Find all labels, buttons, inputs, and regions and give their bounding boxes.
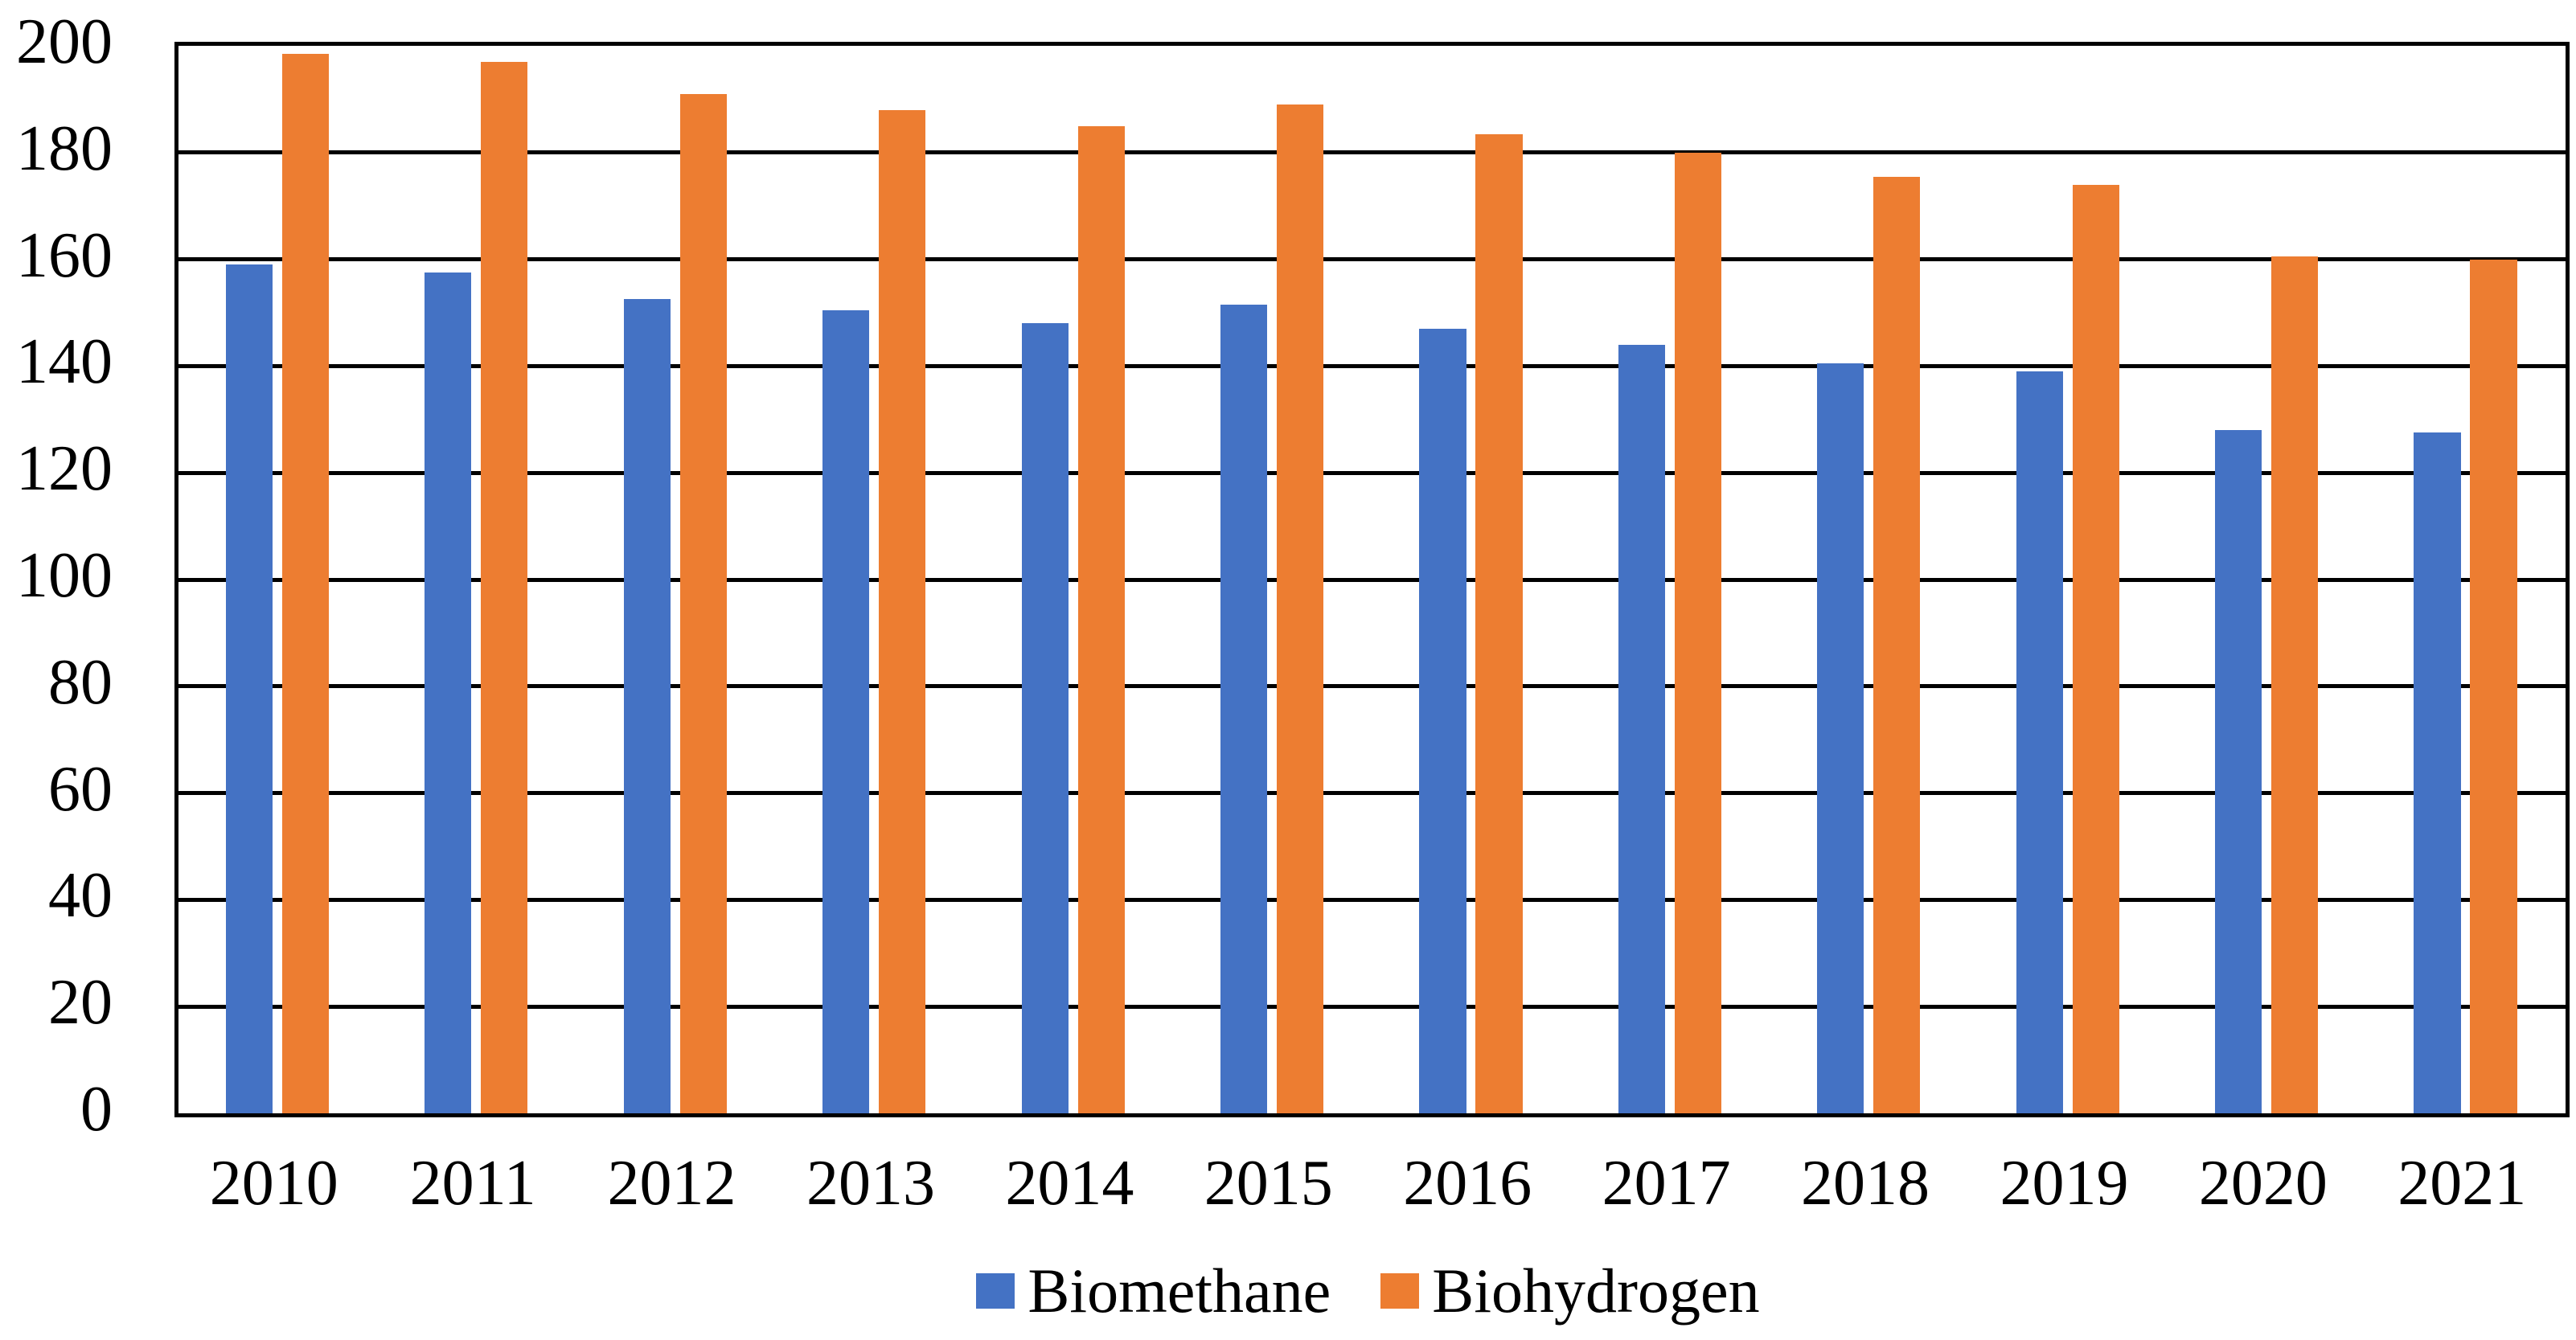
gridline-160: [178, 257, 2566, 262]
y-axis-tick-label-140: 140: [16, 326, 113, 398]
y-axis-tick-label-80: 80: [48, 646, 113, 718]
bar-biohydrogen-2012: [679, 93, 727, 1113]
x-axis-tick-label-2016: 2016: [1403, 1148, 1532, 1219]
bar-biomethane-2015: [1220, 305, 1268, 1113]
bar-biohydrogen-2020: [2271, 256, 2319, 1113]
legend-item-biohydrogen: Biohydrogen: [1380, 1256, 1760, 1326]
gridline-120: [178, 470, 2566, 475]
gridline-140: [178, 363, 2566, 368]
gridline-20: [178, 1004, 2566, 1009]
y-axis-tick-label-20: 20: [48, 967, 113, 1039]
x-axis-tick-label-2013: 2013: [806, 1148, 935, 1219]
bar-biomethane-2016: [1419, 328, 1466, 1113]
gridline-40: [178, 897, 2566, 902]
gridline-80: [178, 684, 2566, 689]
bar-biomethane-2011: [425, 273, 472, 1113]
bar-biohydrogen-2014: [1077, 125, 1125, 1113]
legend-swatch-biomethane: [976, 1273, 1015, 1309]
y-axis-tick-label-180: 180: [16, 113, 113, 184]
bar-biomethane-2013: [822, 309, 870, 1113]
legend-label-biohydrogen: Biohydrogen: [1432, 1256, 1760, 1326]
x-axis-tick-label-2021: 2021: [2398, 1148, 2527, 1219]
bar-biohydrogen-2010: [281, 53, 330, 1113]
y-axis-tick-label-100: 100: [16, 540, 113, 611]
gridline-100: [178, 577, 2566, 582]
bar-biohydrogen-2017: [1674, 152, 1721, 1113]
x-axis-tick-label-2018: 2018: [1801, 1148, 1930, 1219]
y-axis-tick-label-160: 160: [16, 219, 113, 291]
y-axis-tick-label-200: 200: [16, 6, 113, 77]
bar-biohydrogen-2018: [1873, 176, 1921, 1113]
legend-item-biomethane: Biomethane: [976, 1260, 1331, 1322]
x-axis-tick-label-2019: 2019: [2000, 1148, 2129, 1219]
y-axis-tick-label-40: 40: [48, 860, 113, 932]
bar-biomethane-2018: [1817, 363, 1864, 1113]
y-axis-tick-label-120: 120: [16, 433, 113, 505]
x-axis-tick-label-2010: 2010: [209, 1148, 338, 1219]
bar-biohydrogen-2019: [2072, 184, 2119, 1113]
bar-biomethane-2019: [2016, 371, 2063, 1113]
x-axis-tick-label-2011: 2011: [409, 1148, 536, 1219]
y-axis-tick-label-0: 0: [80, 1074, 113, 1145]
bar-biomethane-2010: [225, 264, 273, 1113]
x-axis-tick-label-2017: 2017: [1602, 1148, 1731, 1219]
legend: Biomethane Biohydrogen: [174, 1251, 2562, 1331]
y-axis-tick-label-60: 60: [48, 753, 113, 825]
bar-biohydrogen-2013: [879, 109, 926, 1113]
x-axis-tick-label-2020: 2020: [2198, 1148, 2328, 1219]
bar-biomethane-2020: [2215, 430, 2262, 1113]
gridline-180: [178, 150, 2566, 155]
legend-label-biomethane: Biomethane: [1028, 1256, 1331, 1326]
gridline-60: [178, 791, 2566, 796]
x-axis-tick-label-2012: 2012: [607, 1148, 736, 1219]
bar-biohydrogen-2021: [2470, 259, 2517, 1113]
bar-biohydrogen-2015: [1276, 104, 1324, 1113]
plot-area: [174, 42, 2570, 1117]
legend-swatch-biohydrogen: [1380, 1273, 1420, 1309]
bar-biohydrogen-2011: [481, 61, 528, 1113]
bar-biohydrogen-2016: [1475, 133, 1523, 1113]
bar-biomethane-2021: [2414, 432, 2461, 1113]
bar-biomethane-2017: [1618, 344, 1665, 1113]
x-axis-tick-label-2015: 2015: [1204, 1148, 1333, 1219]
bar-biomethane-2014: [1021, 323, 1069, 1113]
x-axis-tick-label-2014: 2014: [1005, 1148, 1134, 1219]
bar-biomethane-2012: [623, 299, 671, 1113]
